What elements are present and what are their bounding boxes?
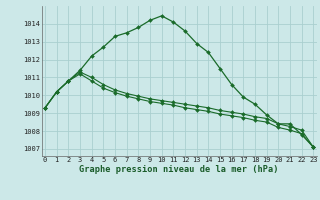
X-axis label: Graphe pression niveau de la mer (hPa): Graphe pression niveau de la mer (hPa) [79,165,279,174]
